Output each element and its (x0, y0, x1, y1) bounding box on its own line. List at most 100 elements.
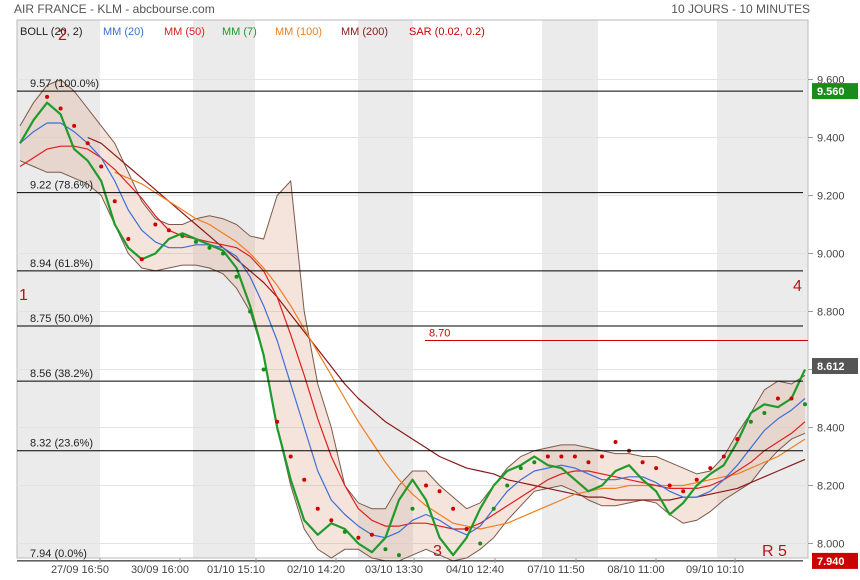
sar-dot (789, 396, 794, 401)
sar-dot (193, 239, 198, 244)
sar-dot (288, 454, 293, 459)
sar-dot (586, 460, 591, 465)
y-tick-label: 8.400 (817, 423, 845, 435)
legend-entry: MM (50) (164, 26, 205, 38)
sar-dot (248, 309, 253, 314)
fib-level-label: 9.57 (100.0%) (30, 78, 99, 90)
y-tick-label: 8.200 (817, 481, 845, 493)
x-tick-label: 30/09 16:00 (131, 564, 189, 576)
resistance-label: 8.70 (429, 328, 450, 340)
sar-dot (275, 419, 280, 424)
indicator-legend: BOLL (20, 2) MM (20) MM (50) MM (7) MM (100)… (20, 26, 485, 38)
sar-dot (424, 483, 429, 488)
sar-dot (396, 553, 401, 558)
sar-dot (99, 164, 104, 169)
session-band (358, 20, 413, 558)
sar-dot (478, 541, 483, 546)
sar-dot (599, 454, 604, 459)
x-axis: 27/09 16:50 30/09 16:00 01/10 15:10 02/10 1… (51, 558, 744, 576)
legend-entry: SAR (0.02, 0.2) (409, 26, 485, 38)
sar-dot (735, 437, 740, 442)
x-tick-label: 01/10 15:10 (207, 564, 265, 576)
mm50-line (19, 145, 806, 530)
sar-dot (803, 402, 807, 407)
session-band (542, 20, 598, 558)
sar-dot (153, 222, 158, 227)
sar-dot (72, 123, 77, 128)
plot-frame (16, 19, 809, 559)
sar-dot (721, 454, 726, 459)
fib-level-label: 8.56 (38.2%) (30, 368, 93, 380)
mm7-line (19, 101, 806, 557)
y-tick-label: 8.000 (817, 539, 845, 551)
wave-label: 3 (433, 543, 442, 560)
wave-label: R 5 (762, 543, 787, 560)
sar-dot (329, 518, 334, 523)
sar-dot (667, 483, 672, 488)
sar-dot (532, 460, 537, 465)
period-label: 10 JOURS - 10 MINUTES (671, 2, 810, 16)
sar-dot (342, 529, 347, 534)
bollinger-fill (20, 79, 805, 561)
sar-dot (139, 257, 144, 262)
legend-entry: MM (200) (341, 26, 388, 38)
legend-entry: MM (7) (222, 26, 257, 38)
sar-dot (559, 454, 564, 459)
fib-level-label: 8.75 (50.0%) (30, 313, 93, 325)
sar-dot (491, 506, 496, 511)
sar-dot (112, 199, 117, 204)
y-tick-label: 9.000 (817, 249, 845, 261)
fib-level-label: 8.94 (61.8%) (30, 258, 93, 270)
session-band (17, 20, 100, 558)
session-bands (17, 20, 808, 558)
x-tick-label: 04/10 12:40 (446, 564, 504, 576)
sar-dots (45, 94, 807, 558)
fib-level-label: 9.22 (78.6%) (30, 180, 93, 192)
sar-dot (694, 477, 699, 482)
legend-entry: BOLL (20, 2) (20, 26, 83, 38)
fibonacci-levels: 9.57 (100.0%) 9.22 (78.6%) 8.94 (61.8%) 8.7… (17, 78, 803, 562)
sar-dot (518, 466, 523, 471)
wave-labels: 1 2 3 4 R 5 (19, 27, 802, 560)
sar-dot (356, 535, 361, 540)
sar-dot (775, 396, 780, 401)
sar-dot (681, 489, 686, 494)
y-tick-label: 8.800 (817, 307, 845, 319)
price-badge-label: 7.940 (817, 556, 845, 568)
sar-dot (261, 367, 266, 372)
sar-dot (464, 527, 469, 531)
sar-dot (640, 460, 645, 465)
price-badges: 9.560 8.612 7.940 (812, 83, 858, 569)
sar-dot (613, 440, 618, 444)
sar-dot (234, 274, 239, 279)
bollinger-bands (19, 78, 806, 562)
sar-dot (572, 454, 577, 459)
sar-dot (302, 477, 307, 482)
sar-dot (762, 411, 767, 415)
x-tick-label: 02/10 14:20 (287, 564, 345, 576)
fib-level-label: 7.94 (0.0%) (30, 548, 87, 560)
sar-dot (708, 466, 713, 471)
horizontal-gridlines (17, 79, 808, 544)
sar-dot (207, 245, 212, 250)
sar-dot (748, 419, 753, 424)
sar-dot (221, 251, 226, 256)
resistance-line: 8.70 (425, 328, 808, 341)
wave-label: 2 (58, 27, 67, 44)
wave-label: 4 (793, 278, 802, 295)
price-badge (812, 552, 858, 569)
price-badge-label: 8.612 (817, 361, 845, 373)
sar-dot (654, 466, 659, 471)
moving-averages (19, 101, 806, 557)
y-tick-label: 9.400 (817, 133, 845, 145)
mm20-line (19, 122, 806, 539)
price-badge (812, 83, 858, 100)
sar-dot (451, 506, 456, 511)
legend-entry: MM (100) (275, 26, 322, 38)
bollinger-upper (19, 78, 806, 510)
sar-dot (437, 489, 442, 494)
sar-dot (45, 94, 50, 99)
sar-dot (383, 547, 388, 552)
fib-level-label: 8.32 (23.6%) (30, 438, 93, 450)
